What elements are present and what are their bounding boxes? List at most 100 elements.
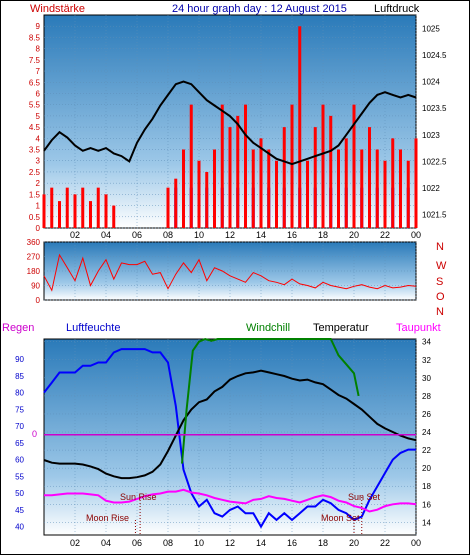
y-tick-label-left: 90 <box>31 282 40 291</box>
x-tick-label: 18 <box>318 538 328 548</box>
y-tick-label-right: 1021.5 <box>422 211 447 220</box>
x-tick-label: 00 <box>411 538 421 548</box>
pressure-line <box>43 80 417 166</box>
y-tick-label-right: 24 <box>422 428 431 437</box>
temperature-line <box>43 369 417 480</box>
y-tick-label-right: 18 <box>422 482 431 491</box>
x-tick-label: 06 <box>132 230 142 240</box>
y-tick-label-left: 2 <box>36 179 41 188</box>
y-tick-label-left: 2.5 <box>29 168 41 177</box>
y-tick-label-left: 5 <box>36 112 41 121</box>
y-tick-label-right: 1022 <box>422 184 440 193</box>
y-tick-label-left: 0 <box>36 296 41 305</box>
y-tick-label-left: 4 <box>36 134 41 143</box>
x-tick-label: 12 <box>225 538 235 548</box>
x-tick-label: 18 <box>318 230 328 240</box>
y-tick-label-right: 1023.5 <box>422 104 447 113</box>
y-tick-label-left: 3 <box>36 157 41 166</box>
y-tick-label-right: 30 <box>422 374 431 383</box>
y-tick-label-left: 9 <box>36 22 41 31</box>
dir-label-w: W <box>436 260 447 272</box>
dir-label-n-top: N <box>436 241 444 253</box>
x-tick-label: 02 <box>70 538 80 548</box>
x-tick-label: 12 <box>225 230 235 240</box>
y-tick-label-left: 3.5 <box>29 146 41 155</box>
moon-set-label: Moon Set <box>321 513 360 523</box>
page-title: 24 hour graph day : 12 August 2015 <box>172 3 347 15</box>
y-tick-label-left: 85 <box>15 372 24 381</box>
y-tick-label-left: 270 <box>27 253 41 262</box>
x-tick-label: 14 <box>256 230 266 240</box>
x-tick-label: 22 <box>380 230 390 240</box>
y-tick-label-right: 28 <box>422 392 431 401</box>
x-tick-label: 10 <box>194 230 204 240</box>
y-tick-label-right: 22 <box>422 446 431 455</box>
x-tick-label: 22 <box>380 538 390 548</box>
x-tick-label: 16 <box>287 230 297 240</box>
y-tick-label-right: 1023 <box>422 131 440 140</box>
temperature-label: Temperatur <box>313 322 369 334</box>
y-tick-label-right: 1025 <box>422 24 440 33</box>
dir-label-n-bottom: N <box>436 306 444 318</box>
wind-speed-label: Windstärke <box>30 3 85 15</box>
x-tick-label: 20 <box>349 538 359 548</box>
moon-rise-label: Moon Rise <box>86 513 129 523</box>
y-tick-label-left: 80 <box>15 389 24 398</box>
sun-set-label: Sun Set <box>348 492 381 502</box>
y-tick-label-right: 1022.5 <box>422 157 447 166</box>
y-tick-label-left: 1 <box>36 202 41 211</box>
x-tick-label: 04 <box>101 230 111 240</box>
y-tick-label-left: 7 <box>36 67 41 76</box>
y-tick-label-left: 50 <box>15 489 24 498</box>
y-tick-label-right: 34 <box>422 338 431 347</box>
x-tick-label: 14 <box>256 538 266 548</box>
x-tick-label: 16 <box>287 538 297 548</box>
windchill-label: Windchill <box>246 322 290 334</box>
y-tick-label-left: 40 <box>15 523 24 532</box>
x-tick-label: 08 <box>163 230 173 240</box>
y-tick-label-right: 32 <box>422 356 431 365</box>
dewpoint-label: Taupunkt <box>396 322 441 334</box>
y-tick-label-left: 8 <box>36 45 41 54</box>
windchill-line <box>181 337 360 464</box>
y-tick-label-right: 16 <box>422 500 431 509</box>
y-tick-label-left: 45 <box>15 506 24 515</box>
y-tick-label-left: 60 <box>15 456 24 465</box>
y-tick-label-left: 6.5 <box>29 78 41 87</box>
dir-label-o: O <box>436 291 445 303</box>
y-tick-label-left: 70 <box>15 422 24 431</box>
y-tick-label-left: 7.5 <box>29 56 41 65</box>
y-tick-label-left: 90 <box>15 355 24 364</box>
y-tick-label-left: 0 <box>36 224 41 233</box>
y-tick-label-left: 180 <box>27 267 41 276</box>
y-tick-label-right: 26 <box>422 410 431 419</box>
wind-direction-line <box>43 253 417 292</box>
y-tick-label-left: 6 <box>36 89 41 98</box>
y-tick-label-right: 14 <box>422 518 431 527</box>
y-tick-label-left: 5.5 <box>29 101 41 110</box>
x-tick-label: 20 <box>349 230 359 240</box>
dewpoint-line <box>44 488 417 513</box>
x-tick-label: 00 <box>411 230 421 240</box>
x-tick-label: 10 <box>194 538 204 548</box>
y-tick-label-left: 1.5 <box>29 190 41 199</box>
y-tick-label-left: 75 <box>15 405 24 414</box>
x-tick-label: 06 <box>132 538 142 548</box>
rain-label: Regen <box>2 322 34 334</box>
y-tick-label-left: 360 <box>27 238 41 247</box>
x-tick-label: 08 <box>163 538 173 548</box>
x-tick-label: 04 <box>101 538 111 548</box>
y-tick-label-left: 65 <box>15 439 24 448</box>
dir-label-s: S <box>436 276 443 288</box>
y-tick-label-right: 1024.5 <box>422 51 447 60</box>
sun-rise-label: Sun Rise <box>120 492 157 502</box>
humidity-label: Luftfeuchte <box>66 322 120 334</box>
y-tick-label-right: 20 <box>422 464 431 473</box>
y-tick-label-left: 55 <box>15 472 24 481</box>
humidity-line <box>43 348 416 529</box>
pressure-label: Luftdruck <box>374 3 420 15</box>
y-tick-label-right: 1024 <box>422 78 440 87</box>
y-tick-label-left: 0.5 <box>29 213 41 222</box>
